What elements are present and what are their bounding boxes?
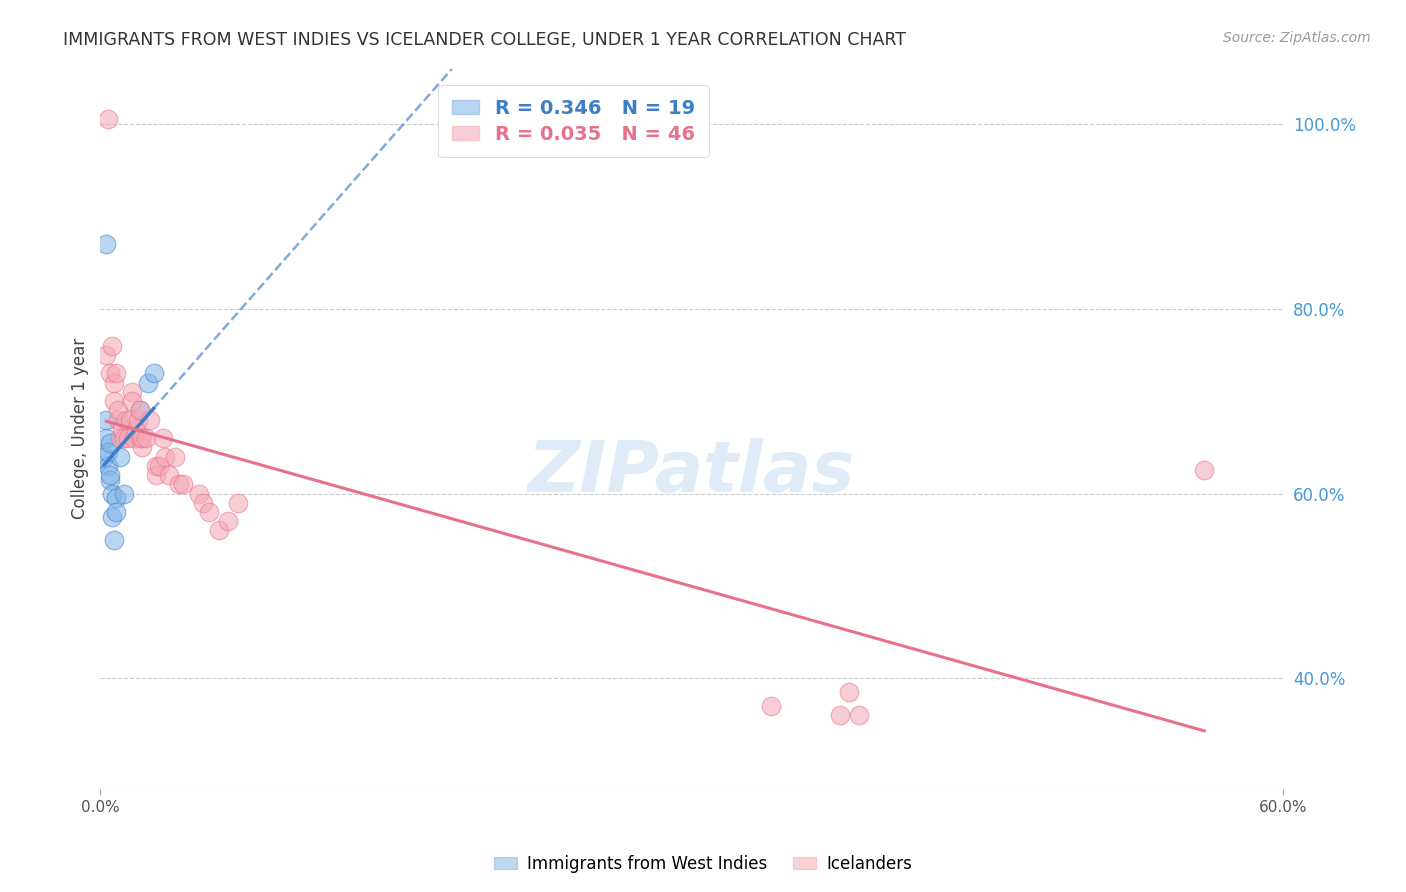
Text: Source: ZipAtlas.com: Source: ZipAtlas.com <box>1223 31 1371 45</box>
Point <box>108 431 131 445</box>
Point <box>105 505 128 519</box>
Point <box>131 431 153 445</box>
Point <box>128 431 150 445</box>
Legend: Immigrants from West Indies, Icelanders: Immigrants from West Indies, Icelanders <box>488 848 918 880</box>
Point <box>136 376 159 390</box>
Point <box>157 468 180 483</box>
Point <box>103 533 125 547</box>
Point <box>103 394 125 409</box>
Point <box>197 505 219 519</box>
Point <box>122 431 145 445</box>
Point <box>759 698 782 713</box>
Point <box>135 431 157 445</box>
Point <box>128 403 150 417</box>
Point <box>165 450 187 464</box>
Point <box>128 403 150 417</box>
Point <box>96 412 118 426</box>
Point <box>148 458 170 473</box>
Point <box>105 491 128 505</box>
Point <box>101 339 124 353</box>
Point <box>98 473 121 487</box>
Point <box>828 708 851 723</box>
Point <box>107 412 129 426</box>
Text: IMMIGRANTS FROM WEST INDIES VS ICELANDER COLLEGE, UNDER 1 YEAR CORRELATION CHART: IMMIGRANTS FROM WEST INDIES VS ICELANDER… <box>63 31 907 49</box>
Point <box>131 440 153 454</box>
Point <box>121 394 143 409</box>
Point <box>112 486 135 500</box>
Point <box>96 237 118 252</box>
Point <box>96 348 118 362</box>
Point <box>207 524 229 538</box>
Point <box>145 458 167 473</box>
Point <box>111 422 134 436</box>
Point <box>105 367 128 381</box>
Point <box>98 435 121 450</box>
Point <box>98 367 121 381</box>
Text: ZIPatlas: ZIPatlas <box>529 438 855 507</box>
Point <box>187 486 209 500</box>
Legend: R = 0.346   N = 19, R = 0.035   N = 46: R = 0.346 N = 19, R = 0.035 N = 46 <box>439 86 709 158</box>
Y-axis label: College, Under 1 year: College, Under 1 year <box>72 338 89 519</box>
Point <box>97 458 120 473</box>
Point <box>107 403 129 417</box>
Point <box>103 376 125 390</box>
Point <box>93 450 115 464</box>
Point <box>838 685 860 699</box>
Point <box>191 496 214 510</box>
Point <box>118 412 141 426</box>
Point <box>228 496 250 510</box>
Point <box>97 112 120 127</box>
Point <box>96 431 118 445</box>
Point <box>145 468 167 483</box>
Point <box>142 367 165 381</box>
Point <box>115 412 138 426</box>
Point <box>138 412 160 426</box>
Point <box>101 486 124 500</box>
Point <box>117 431 139 445</box>
Point <box>1194 463 1216 477</box>
Point <box>101 509 124 524</box>
Point <box>97 445 120 459</box>
Point <box>98 468 121 483</box>
Point <box>167 477 190 491</box>
Point <box>172 477 194 491</box>
Point <box>155 450 177 464</box>
Point <box>125 422 148 436</box>
Point <box>112 431 135 445</box>
Point <box>218 514 240 528</box>
Point <box>127 412 149 426</box>
Point <box>121 384 143 399</box>
Point <box>152 431 174 445</box>
Point <box>848 708 870 723</box>
Point <box>108 450 131 464</box>
